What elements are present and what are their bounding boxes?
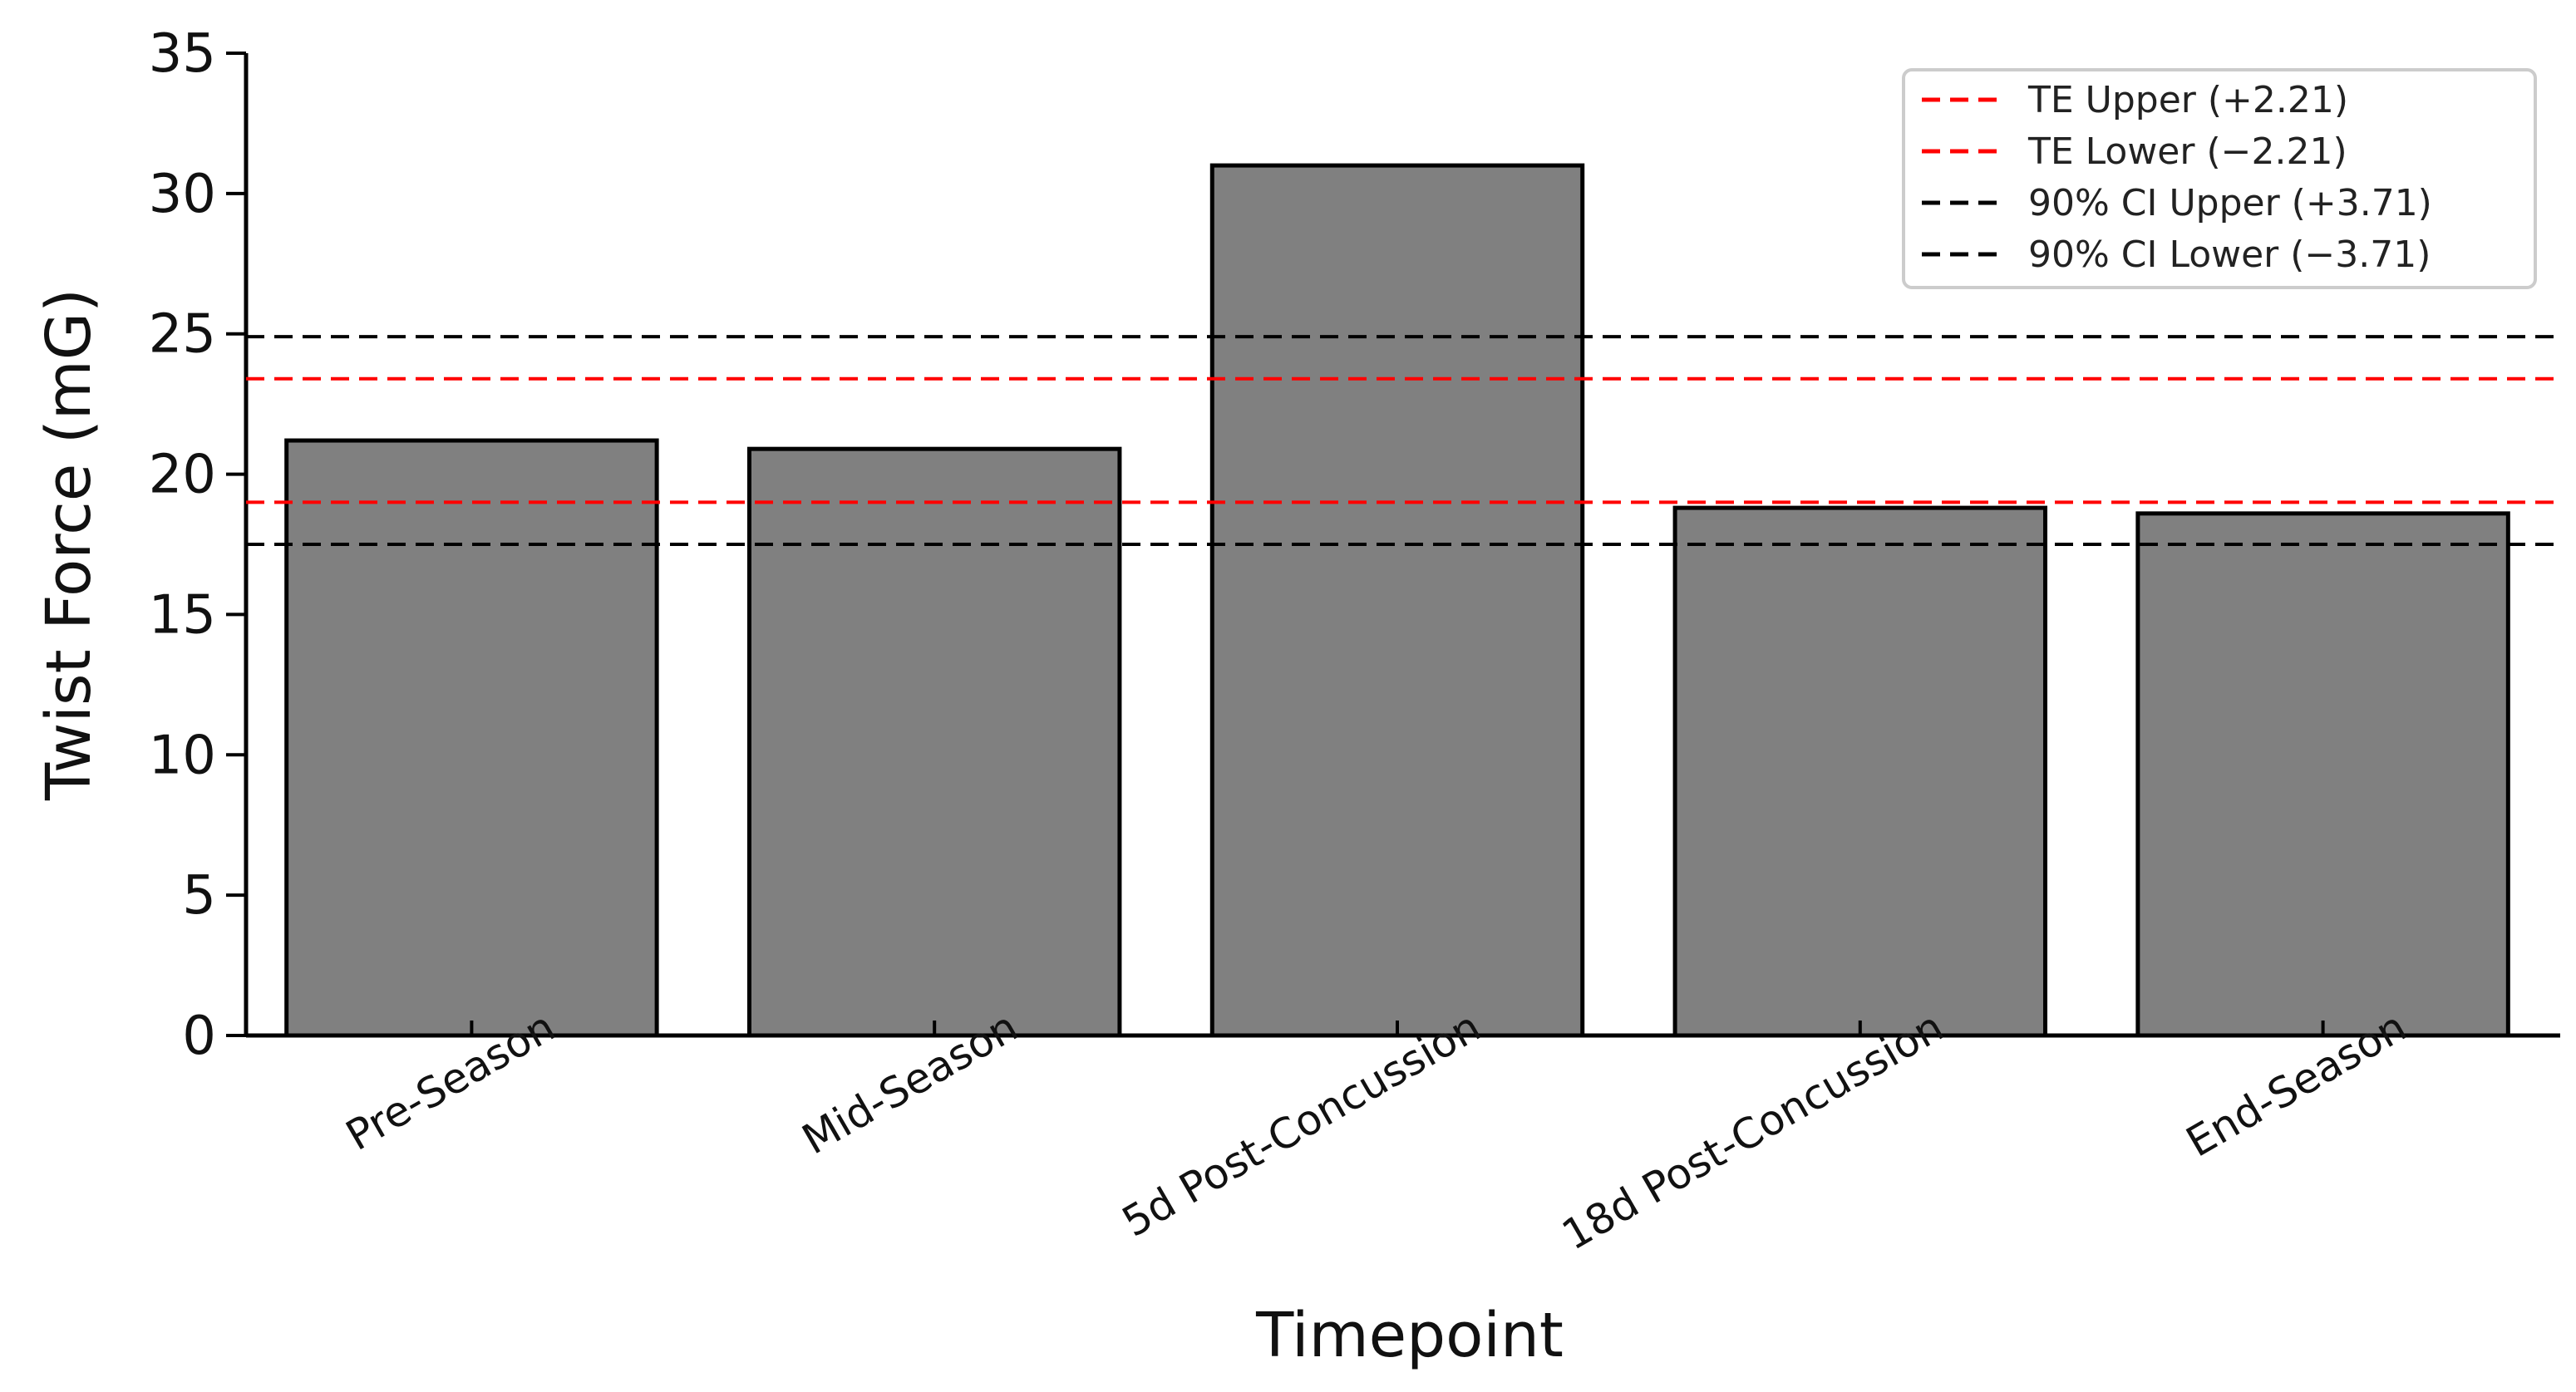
y-tick-label: 20	[149, 445, 216, 506]
y-tick-label: 15	[149, 584, 216, 646]
legend-entry-label: 90% CI Lower (−3.71)	[2028, 234, 2431, 276]
x-ticks: Pre-Season Mid-Season 5d Post-Concussion 18…	[338, 1002, 2415, 1260]
legend-entry-label: TE Lower (−2.21)	[2027, 130, 2347, 173]
y-tick-label: 30	[149, 164, 216, 225]
legend: TE Upper (+2.21) TE Lower (−2.21) 90% CI U…	[1902, 68, 2537, 289]
x-tick-label: 5d Post-Concussion	[1114, 1002, 1489, 1247]
bar	[1209, 163, 1585, 1038]
bar	[1672, 505, 2048, 1038]
y-tick-label: 25	[149, 304, 216, 366]
y-tick-label: 35	[149, 23, 216, 85]
bar	[2135, 511, 2510, 1038]
x-axis-title: Timepoint	[1255, 1300, 1564, 1371]
y-ticks: 0 5 10 15 20 25 30 35	[149, 23, 246, 1067]
bars	[284, 163, 2510, 1038]
y-tick-label: 5	[182, 865, 216, 927]
x-tick-label: 18d Post-Concussion	[1554, 1002, 1952, 1260]
y-axis-title: Twist Force (mG)	[33, 288, 105, 801]
y-tick-label: 0	[182, 1006, 216, 1067]
bar	[284, 438, 659, 1038]
reference-lines	[246, 335, 2560, 546]
legend-entry-label: 90% CI Upper (+3.71)	[2028, 182, 2432, 224]
legend-entry-label: TE Upper (+2.21)	[2027, 79, 2348, 121]
bar	[746, 446, 1122, 1038]
legend-frame	[1902, 68, 2537, 289]
y-tick-label: 10	[149, 725, 216, 786]
